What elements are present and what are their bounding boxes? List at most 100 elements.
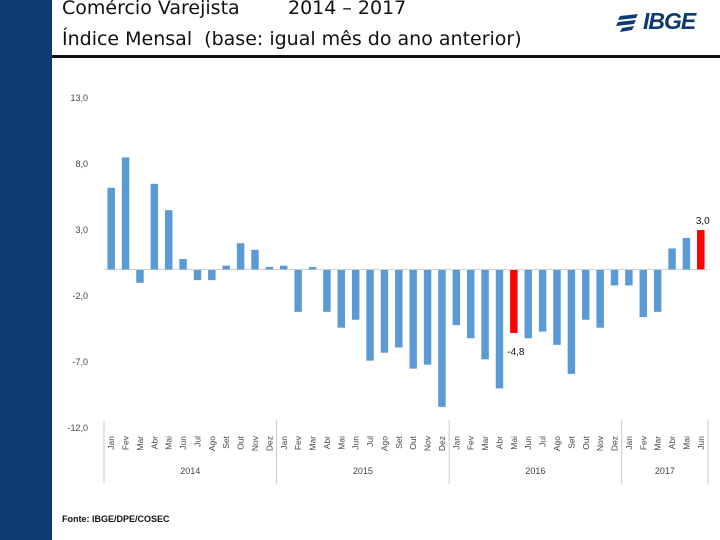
x-tick-label: Abr — [667, 436, 677, 449]
x-tick-label: Out — [408, 435, 418, 449]
bar — [179, 259, 187, 270]
bar — [308, 266, 317, 270]
highlight-bar — [697, 230, 705, 270]
bar — [164, 210, 173, 270]
bar — [395, 269, 403, 348]
x-tick-label: Mai — [681, 436, 691, 450]
x-tick-label: Set — [394, 435, 404, 448]
x-tick-label: Mar — [480, 436, 490, 451]
y-tick-label: -12,0 — [67, 423, 88, 433]
x-tick-label: Ago — [207, 436, 217, 451]
x-tick-label: Fev — [638, 435, 648, 450]
bar — [366, 269, 374, 361]
x-tick-label: Jul — [192, 436, 202, 447]
x-tick-label: Jan — [279, 436, 289, 450]
data-label: -4,8 — [507, 347, 525, 358]
bar — [107, 187, 115, 270]
x-tick-label: Nov — [423, 435, 433, 451]
sidebar-band — [0, 0, 52, 540]
bar — [567, 269, 576, 374]
y-tick-label: 8,0 — [75, 159, 88, 169]
bar — [351, 269, 360, 320]
bar — [625, 269, 633, 286]
x-tick-label: Abr — [322, 436, 332, 449]
x-tick-label: Mai — [164, 436, 174, 450]
x-tick-label: Out — [581, 435, 591, 449]
bar — [466, 269, 475, 339]
x-tick-label: Ago — [552, 436, 562, 451]
bar — [193, 269, 202, 281]
x-tick-label: Dez — [610, 436, 620, 451]
bar — [136, 269, 144, 283]
x-tick-label: Mar — [135, 436, 145, 451]
bar — [121, 157, 130, 270]
x-tick-label: Dez — [437, 436, 447, 451]
bar — [538, 269, 547, 332]
bar — [423, 269, 432, 365]
x-tick-label: Nov — [250, 435, 260, 451]
bar — [409, 269, 417, 369]
x-tick-label: Nov — [595, 435, 605, 451]
x-tick-label: Fev — [293, 435, 303, 450]
bar — [682, 237, 691, 270]
bar — [280, 265, 288, 270]
bar — [438, 269, 446, 407]
year-label: 2015 — [353, 466, 373, 476]
title-divider — [52, 55, 720, 58]
year-label: 2016 — [525, 466, 545, 476]
x-tick-label: Mar — [308, 436, 318, 451]
x-tick-label: Set — [566, 435, 576, 448]
bar — [150, 183, 159, 270]
bar — [524, 269, 532, 339]
bar — [380, 269, 389, 353]
x-tick-label: Dez — [264, 436, 274, 451]
y-tick-label: 13,0 — [70, 93, 88, 103]
x-tick-label: Jan — [106, 436, 116, 450]
x-tick-label: Mai — [509, 436, 519, 450]
x-tick-label: Jun — [178, 436, 188, 450]
data-label: 3,0 — [696, 216, 710, 227]
x-tick-label: Ago — [379, 436, 389, 451]
bar — [596, 269, 604, 328]
bar — [582, 269, 590, 320]
bar — [337, 269, 346, 328]
page-subtitle: Índice Mensal (base: igual mês do ano an… — [62, 28, 522, 50]
y-tick-label: -7,0 — [72, 357, 88, 367]
bar — [610, 269, 619, 286]
x-tick-label: Jun — [523, 436, 533, 450]
bar — [653, 269, 662, 312]
x-tick-label: Mar — [653, 436, 663, 451]
bar — [294, 269, 302, 312]
bar — [222, 265, 230, 270]
x-tick-label: Jan — [624, 436, 634, 450]
x-tick-label: Fev — [466, 435, 476, 450]
bar — [236, 243, 245, 270]
year-label: 2014 — [180, 466, 200, 476]
x-tick-label: Fev — [121, 435, 131, 450]
x-tick-label: Set — [221, 435, 231, 448]
highlight-bar — [510, 269, 518, 333]
x-tick-label: Jul — [538, 436, 548, 447]
page-title: Comércio Varejista 2014 – 2017 — [62, 0, 407, 19]
y-tick-label: -2,0 — [72, 291, 88, 301]
x-tick-label: Out — [236, 435, 246, 449]
bar — [323, 269, 331, 312]
bar — [495, 269, 504, 389]
bar — [481, 269, 489, 360]
logo-text: IBGE — [643, 8, 696, 34]
x-tick-label: Abr — [494, 436, 504, 449]
x-tick-label: Mai — [336, 436, 346, 450]
bar-chart: 13,0 8,0 3,0 -2,0 -7,0 -12,0 Jan Fev Mar Abr Mai Ju… — [67, 93, 710, 484]
y-tick-label: 3,0 — [75, 225, 88, 235]
bar — [553, 269, 561, 345]
bar — [668, 248, 676, 270]
source-note: Fonte: IBGE/DPE/COSEC — [62, 514, 170, 524]
ibge-logo-icon — [616, 14, 638, 32]
bar — [265, 266, 274, 270]
x-tick-label: Jul — [365, 436, 375, 447]
bar — [452, 269, 461, 326]
bar — [208, 269, 216, 281]
bar — [639, 269, 648, 318]
x-tick-label: Jun — [351, 436, 361, 450]
x-tick-label: Abr — [149, 436, 159, 449]
